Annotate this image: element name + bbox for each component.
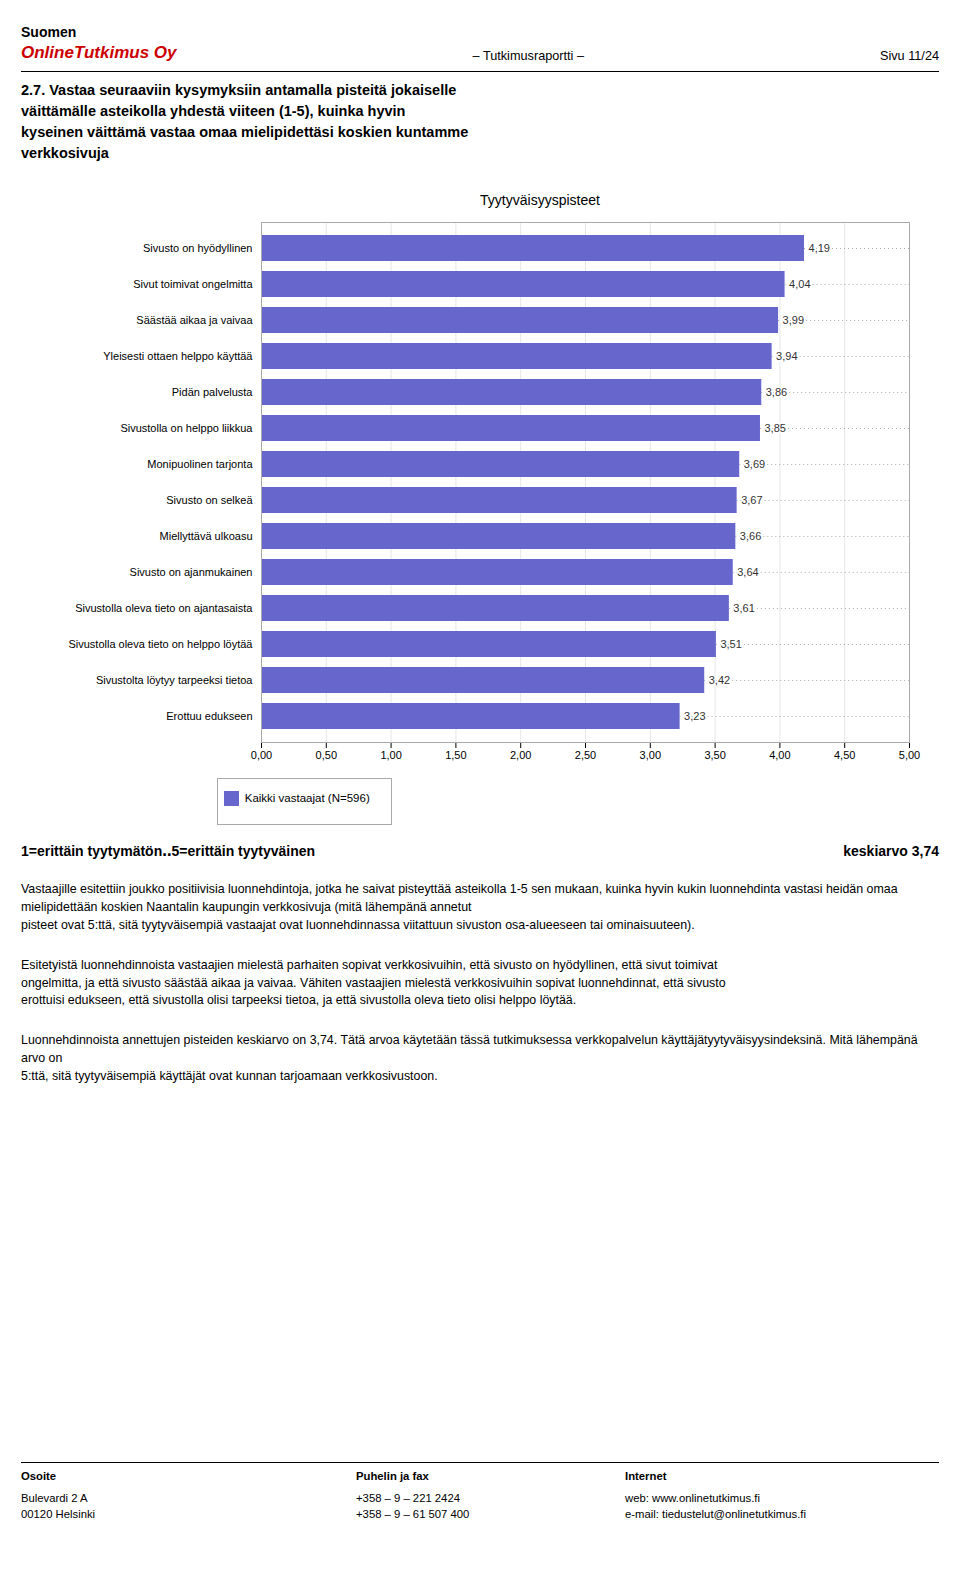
html-text:– Tutkimusraportti –: – Tutkimusraportti – [472, 48, 584, 63]
svg-text:3,61: 3,61 [733, 602, 754, 614]
html-text:Tyytyväisyyspisteet: Tyytyväisyyspisteet [480, 191, 600, 208]
svg-text:Sivustolla oleva tieto on help: Sivustolla oleva tieto on helppo löytää [68, 638, 253, 650]
html-text:web: www.onlinetutkimus.fi e-m: web: www.onlinetutkimus.fi e-mail: tiedu… [625, 1491, 806, 1520]
svg-text:1,00: 1,00 [380, 749, 401, 761]
html-text:Sivu 11/24: Sivu 11/24 [880, 48, 939, 63]
svg-text:Yleisesti ottaen helppo käyttä: Yleisesti ottaen helppo käyttää [103, 350, 253, 362]
html-text:Kaikki vastaajat (N=596): Kaikki vastaajat (N=596) [244, 792, 370, 805]
svg-text:4,00: 4,00 [769, 749, 790, 761]
svg-text:3,99: 3,99 [783, 314, 804, 326]
svg-text:4,19: 4,19 [809, 242, 830, 254]
svg-text:2,00: 2,00 [510, 749, 531, 761]
svg-text:3,64: 3,64 [737, 566, 758, 578]
svg-text:Sivustolta löytyy tarpeeksi ti: Sivustolta löytyy tarpeeksi tietoa [96, 674, 253, 686]
svg-text:5,00: 5,00 [899, 749, 920, 761]
svg-text:3,69: 3,69 [744, 458, 765, 470]
html-text:Puhelin ja fax: Puhelin ja fax [356, 1470, 429, 1482]
svg-text:4,50: 4,50 [834, 749, 855, 761]
svg-text:2,50: 2,50 [575, 749, 596, 761]
svg-text:Miellyttävä ulkoasu: Miellyttävä ulkoasu [160, 530, 253, 542]
html-text:Luonnehdinnoista annettujen pi: Luonnehdinnoista annettujen pisteiden ke… [21, 1033, 918, 1084]
svg-text:Sivusto on selkeä: Sivusto on selkeä [166, 494, 253, 506]
svg-text:Monipuolinen tarjonta: Monipuolinen tarjonta [147, 458, 253, 470]
html-text:+358 – 9 – 221 2424 +358 – 9 –: +358 – 9 – 221 2424 +358 – 9 – 61 507 40… [356, 1491, 470, 1520]
html-text:Bulevardi 2 A 00120 Helsinki: Bulevardi 2 A 00120 Helsinki [21, 1491, 96, 1520]
svg-text:3,85: 3,85 [764, 422, 785, 434]
svg-text:3,51: 3,51 [720, 638, 741, 650]
svg-text:Sivustolla oleva tieto on ajan: Sivustolla oleva tieto on ajantasaista [75, 602, 253, 614]
svg-text:3,50: 3,50 [704, 749, 725, 761]
svg-text:3,66: 3,66 [740, 530, 761, 542]
svg-text:3,94: 3,94 [776, 350, 797, 362]
svg-text:Sivusto on ajanmukainen: Sivusto on ajanmukainen [130, 566, 253, 578]
svg-text:0,00: 0,00 [251, 749, 272, 761]
html-text:2.7. Vastaa seuraaviin kysymyk: 2.7. Vastaa seuraaviin kysymyksiin antam… [21, 81, 469, 161]
svg-text:Sivusto on hyödyllinen: Sivusto on hyödyllinen [143, 242, 252, 254]
html-text:Vastaajille esitettiin joukko: Vastaajille esitettiin joukko positiivis… [21, 881, 898, 932]
svg-text:0,50: 0,50 [316, 749, 337, 761]
html-text:Osoite: Osoite [21, 1470, 57, 1482]
svg-text:Erottuu edukseen: Erottuu edukseen [166, 710, 252, 722]
svg-text:3,23: 3,23 [684, 710, 705, 722]
svg-text:3,42: 3,42 [709, 674, 730, 686]
html-text:Internet: Internet [625, 1470, 667, 1482]
svg-text:3,67: 3,67 [741, 494, 762, 506]
html-text:keskiarvo 3,74: keskiarvo 3,74 [843, 842, 939, 859]
svg-text:4,04: 4,04 [789, 278, 810, 290]
svg-text:Pidän palvelusta: Pidän palvelusta [172, 386, 254, 398]
svg-text:Sivut toimivat ongelmitta: Sivut toimivat ongelmitta [133, 278, 253, 290]
html-text:OnlineTutkimus Oy: OnlineTutkimus Oy [21, 42, 177, 62]
html-text:Suomen: Suomen [21, 24, 77, 40]
svg-text:1,50: 1,50 [445, 749, 466, 761]
html-text:1=erittäin tyytymätön‥5=erittä: 1=erittäin tyytymätön‥5=erittäin tyytyvä… [21, 842, 316, 859]
svg-text:Säästää aikaa ja vaivaa: Säästää aikaa ja vaivaa [136, 314, 253, 326]
svg-text:3,86: 3,86 [766, 386, 787, 398]
html-text:Esitetyistä luonnehdinnoista v: Esitetyistä luonnehdinnoista vastaajien … [21, 957, 726, 1008]
svg-text:3,00: 3,00 [640, 749, 661, 761]
svg-text:Sivustolla on helppo liikkua: Sivustolla on helppo liikkua [120, 422, 253, 434]
